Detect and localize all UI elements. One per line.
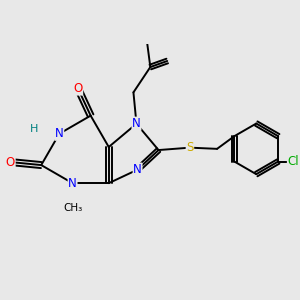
Text: N: N [68,177,77,190]
Text: O: O [6,156,15,169]
Text: N: N [132,117,141,130]
Text: S: S [186,141,194,154]
Text: N: N [55,127,64,140]
Text: Cl: Cl [287,155,299,168]
Text: O: O [74,82,82,95]
Text: H: H [30,124,38,134]
Text: N: N [133,163,142,176]
Text: CH₃: CH₃ [63,203,82,214]
